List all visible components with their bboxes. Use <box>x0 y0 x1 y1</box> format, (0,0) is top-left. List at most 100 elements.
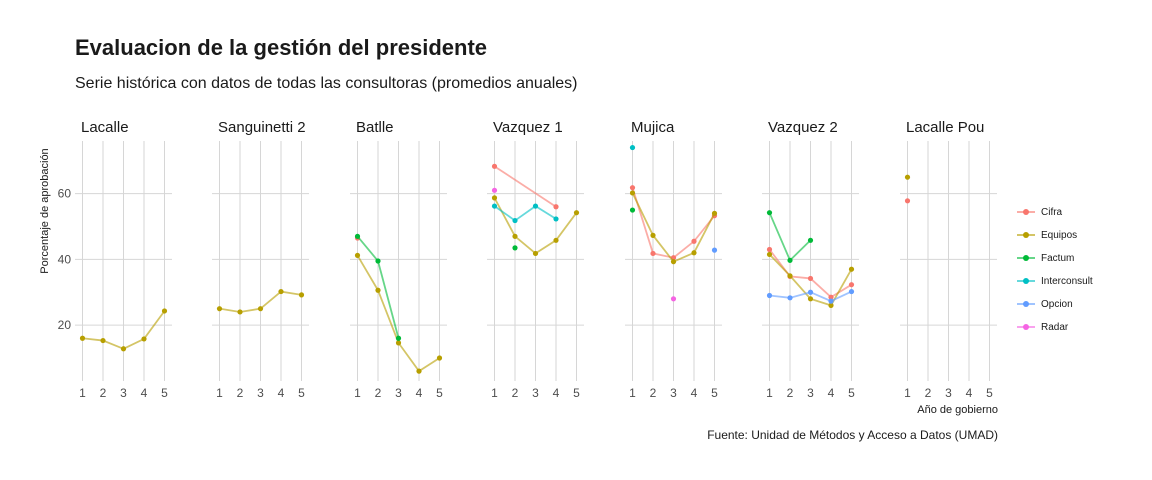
x-tick-label: 2 <box>650 386 657 400</box>
data-point-factum <box>512 245 518 251</box>
x-tick-label: 3 <box>670 386 677 400</box>
data-point-cifra <box>491 163 498 169</box>
data-point-cifra <box>553 204 559 210</box>
data-point-equipos <box>553 237 559 243</box>
data-point-factum <box>354 233 361 239</box>
data-point-equipos <box>79 335 86 341</box>
data-point-radar <box>670 296 677 302</box>
x-tick-label: 4 <box>553 386 560 400</box>
facet-title: Batlle <box>356 119 394 136</box>
x-tick-label: 1 <box>216 386 223 400</box>
data-point-equipos <box>161 308 168 314</box>
data-point-equipos <box>375 287 381 293</box>
data-point-equipos <box>100 337 106 344</box>
data-point-equipos <box>436 355 443 361</box>
data-point-equipos <box>354 252 361 259</box>
facet-panel-3: Vazquez 1 1 2 3 4 5 <box>487 119 584 400</box>
data-point-equipos <box>904 174 911 180</box>
facet-title: Mujica <box>631 119 675 136</box>
data-point-equipos <box>395 340 402 346</box>
data-point-opcion <box>848 288 855 295</box>
data-point-opcion <box>711 247 718 253</box>
legend-key <box>1015 250 1037 266</box>
legend-key <box>1015 227 1037 243</box>
legend-label: Equipos <box>1041 229 1078 241</box>
data-point-interconsult <box>512 217 518 224</box>
data-point-factum <box>395 335 402 341</box>
x-tick-label: 5 <box>986 386 993 400</box>
y-tick-label: 20 <box>58 318 72 332</box>
x-tick-label: 1 <box>629 386 636 400</box>
x-tick-label: 2 <box>237 386 244 400</box>
data-point-factum <box>375 258 381 264</box>
x-tick-label: 5 <box>711 386 718 400</box>
x-tick-label: 2 <box>100 386 107 400</box>
data-point-cifra <box>650 250 656 257</box>
data-point-interconsult <box>491 203 498 209</box>
data-point-equipos <box>787 273 793 279</box>
legend-label: Opcion <box>1041 298 1073 310</box>
facet-title: Lacalle Pou <box>906 119 984 136</box>
data-point-cifra <box>766 246 773 253</box>
legend-key <box>1015 319 1037 335</box>
data-point-cifra <box>629 185 636 191</box>
facet-panel-5: Vazquez 2 1 2 3 4 5 <box>762 119 859 400</box>
data-point-equipos <box>828 302 834 308</box>
x-tick-label: 2 <box>787 386 794 400</box>
x-tick-label: 1 <box>766 386 773 400</box>
data-point-equipos <box>532 250 539 257</box>
y-tick-label: 40 <box>58 252 72 266</box>
data-point-equipos <box>120 346 127 352</box>
data-point-cifra <box>848 282 855 288</box>
data-point-equipos <box>807 296 814 302</box>
data-point-equipos <box>491 195 498 201</box>
x-tick-label: 4 <box>278 386 285 400</box>
data-point-factum <box>629 207 636 213</box>
facet-title: Sanguinetti 2 <box>218 119 306 136</box>
legend-item-radar: Radar <box>1015 319 1068 335</box>
legend-key <box>1015 204 1037 220</box>
x-tick-label: 4 <box>691 386 698 400</box>
data-point-interconsult <box>532 203 539 209</box>
legend-label: Factum <box>1041 252 1075 264</box>
x-tick-label: 2 <box>375 386 382 400</box>
source-caption: Fuente: Unidad de Métodos y Acceso a Dat… <box>707 428 998 442</box>
x-tick-label: 3 <box>395 386 402 400</box>
legend-label: Cifra <box>1041 206 1063 218</box>
facet-title: Lacalle <box>81 119 129 136</box>
data-point-radar <box>491 187 498 193</box>
x-tick-label: 3 <box>120 386 127 400</box>
x-tick-label: 1 <box>79 386 86 400</box>
data-point-equipos <box>573 210 580 216</box>
facet-panel-6: Lacalle Pou 1 2 3 4 5 <box>900 119 997 400</box>
x-tick-label: 5 <box>848 386 855 400</box>
data-point-factum <box>807 237 814 243</box>
data-point-equipos <box>711 210 718 216</box>
x-tick-label: 3 <box>945 386 952 400</box>
data-point-equipos <box>237 309 243 315</box>
data-point-equipos <box>670 259 677 265</box>
x-tick-label: 2 <box>512 386 519 400</box>
data-point-equipos <box>141 336 147 342</box>
data-point-equipos <box>691 250 697 256</box>
legend-item-equipos: Equipos <box>1015 227 1077 243</box>
data-point-equipos <box>416 368 422 374</box>
data-point-cifra <box>807 275 814 282</box>
x-tick-label: 5 <box>298 386 305 400</box>
data-point-opcion <box>807 289 814 295</box>
data-point-factum <box>787 257 793 263</box>
x-tick-label: 3 <box>532 386 539 400</box>
x-tick-label: 4 <box>141 386 148 400</box>
x-tick-label: 3 <box>257 386 264 400</box>
data-point-interconsult <box>553 216 559 222</box>
legend-label: Radar <box>1041 321 1069 333</box>
data-point-opcion <box>828 298 834 304</box>
data-point-equipos <box>278 288 284 295</box>
y-tick-label: 60 <box>58 187 72 201</box>
data-point-equipos <box>848 266 855 272</box>
data-point-cifra <box>691 238 697 244</box>
data-point-opcion <box>766 292 773 299</box>
data-point-equipos <box>257 306 264 312</box>
x-tick-label: 1 <box>904 386 911 400</box>
